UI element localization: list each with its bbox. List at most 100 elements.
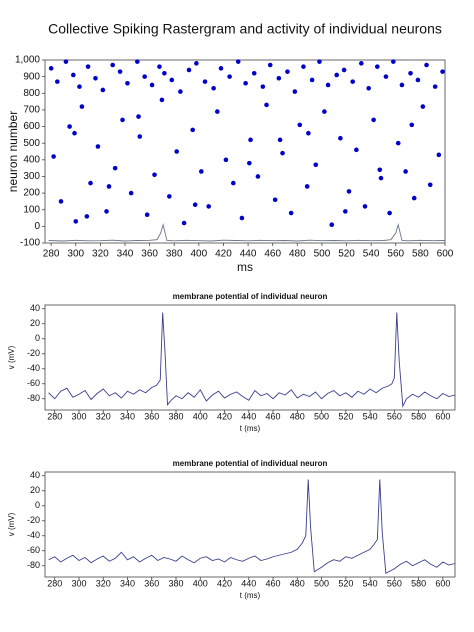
y-tick-label: -60 <box>27 378 40 388</box>
x-tick-label: 320 <box>92 249 109 260</box>
spike-dot <box>329 222 335 227</box>
spike-dot <box>142 74 147 79</box>
y-tick-label: 20 <box>30 318 40 328</box>
spike-dot <box>247 160 252 166</box>
spike-dot <box>313 162 319 168</box>
x-tick-label: 560 <box>387 578 402 588</box>
spike-dot <box>408 71 413 76</box>
y-tick-label: 500 <box>23 138 40 149</box>
spike-dot <box>248 137 253 143</box>
spike-dot <box>391 59 396 64</box>
spike-dot <box>277 137 283 143</box>
y-tick-label: 800 <box>23 88 40 99</box>
spike-dot <box>366 85 371 91</box>
spike-dot <box>152 172 157 178</box>
spike-dot <box>63 59 69 64</box>
spike-dot <box>343 209 348 214</box>
x-tick-label: 560 <box>387 411 402 421</box>
spike-dot <box>325 82 331 88</box>
x-tick-label: 520 <box>338 249 355 260</box>
spike-dot <box>77 84 82 89</box>
spike-dot <box>215 109 220 114</box>
x-tick-label: 360 <box>144 578 159 588</box>
x-tick-label: 600 <box>435 411 450 421</box>
x-tick-label: 500 <box>314 578 329 588</box>
spike-dot <box>104 209 109 214</box>
y-tick-label: -20 <box>27 348 40 358</box>
y-tick-label: -40 <box>27 530 40 540</box>
spike-dot <box>73 219 79 224</box>
x-tick-label: 360 <box>141 249 158 260</box>
x-axis-label: t (ms) <box>240 591 261 600</box>
x-tick-label: 420 <box>215 249 232 260</box>
spike-dot <box>415 77 421 83</box>
x-tick-label: 280 <box>47 578 62 588</box>
spike-dot <box>106 184 112 189</box>
spike-dot <box>378 175 384 181</box>
x-tick-label: 540 <box>363 578 378 588</box>
spike-dot <box>202 79 208 84</box>
x-tick-label: 280 <box>47 411 62 421</box>
spike-dot <box>346 189 352 194</box>
chart-title: Collective Spiking Rastergram and activi… <box>48 21 442 37</box>
x-tick-label: 600 <box>437 249 454 260</box>
spike-dot <box>181 220 187 226</box>
spike-dot <box>88 180 93 186</box>
spike-dot <box>409 122 415 128</box>
x-tick-label: 460 <box>264 249 281 260</box>
y-tick-label: 0 <box>35 333 40 343</box>
x-axis-label: t (ms) <box>240 424 261 433</box>
spike-dot <box>157 64 162 69</box>
x-tick-label: 320 <box>96 411 111 421</box>
x-tick-label: 300 <box>71 411 86 421</box>
y-tick-label: -40 <box>27 363 40 373</box>
x-tick-label: 340 <box>120 411 135 421</box>
spike-dot <box>218 66 224 71</box>
x-tick-label: 520 <box>338 411 353 421</box>
spike-dot <box>375 64 380 69</box>
spike-dot <box>272 197 278 203</box>
chart-title: membrane potential of individual neuron <box>173 292 328 301</box>
x-tick-label: 520 <box>338 578 353 588</box>
spike-dot <box>235 59 241 64</box>
y-tick-label: 600 <box>23 121 40 132</box>
spike-dot <box>162 71 167 76</box>
x-tick-label: 340 <box>117 249 134 260</box>
y-tick-label: 400 <box>23 154 40 165</box>
chart-title: membrane potential of individual neuron <box>173 459 328 468</box>
spike-dot <box>55 79 60 84</box>
spike-dot <box>350 79 355 84</box>
spike-dot <box>322 109 327 114</box>
x-tick-label: 580 <box>411 411 426 421</box>
spike-dot <box>137 134 143 139</box>
spike-dot <box>169 77 175 83</box>
spike-dot <box>117 69 123 74</box>
x-tick-label: 420 <box>217 411 232 421</box>
x-tick-label: 320 <box>96 578 111 588</box>
trace-line <box>48 312 456 408</box>
spike-dot <box>206 204 211 209</box>
x-tick-label: 600 <box>435 578 450 588</box>
spike-dot <box>411 195 417 201</box>
spike-dot <box>301 64 306 69</box>
x-tick-label: 380 <box>168 578 183 588</box>
x-axis-label: ms <box>237 260 253 274</box>
spike-dot <box>136 114 141 119</box>
spike-dot <box>354 147 359 153</box>
x-tick-label: 280 <box>43 249 60 260</box>
spike-dot <box>79 104 85 109</box>
x-tick-label: 560 <box>387 249 404 260</box>
spike-dot <box>239 215 245 221</box>
spike-dot <box>288 210 294 216</box>
y-tick-label: 200 <box>23 188 40 199</box>
plot-frame <box>44 471 456 578</box>
spike-dot <box>186 67 192 73</box>
spike-dot <box>95 144 101 149</box>
spike-dot <box>227 74 232 79</box>
y-tick-label: 900 <box>23 71 40 82</box>
y-tick-label: 20 <box>30 485 40 495</box>
spike-dot <box>159 97 165 103</box>
spike-dot <box>341 67 347 73</box>
x-tick-label: 380 <box>168 411 183 421</box>
